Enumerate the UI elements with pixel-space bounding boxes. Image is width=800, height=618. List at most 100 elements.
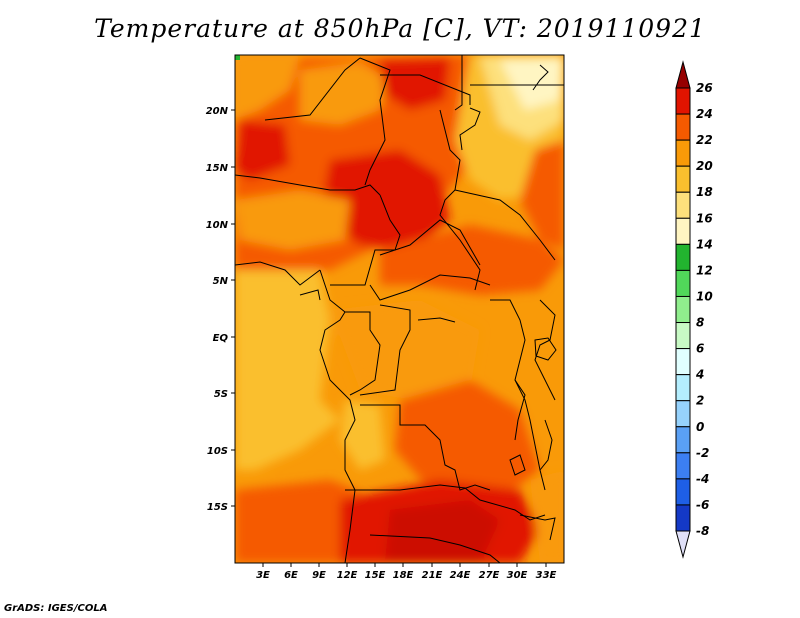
border-uganda-kenya [534, 299, 556, 401]
colorbar-segment [675, 87, 691, 115]
temperature-field [235, 55, 564, 563]
field-zambia-core [385, 500, 500, 563]
field-angola-coast [340, 400, 385, 470]
field-libya-core [380, 58, 450, 110]
lake-mweru [509, 454, 526, 476]
border-libya-south [380, 74, 471, 105]
lat-label: 10N [206, 220, 229, 231]
lon-label: 30E [507, 570, 528, 581]
border-congo-drc [359, 304, 411, 396]
coast-islands [299, 289, 321, 301]
country-borders [235, 55, 564, 563]
field-ssudan [380, 225, 564, 295]
border-chad-sudan [439, 109, 481, 291]
lake-victoria [534, 337, 557, 361]
border-drc-angola [360, 404, 491, 491]
lat-labels: 20N 15N 10N 5N EQ 5S 10S 15S [206, 106, 229, 513]
colorbar-segment [675, 452, 691, 480]
field-atlantic [235, 270, 340, 470]
border-algeria-mali [264, 57, 361, 121]
colorbar-top-arrow [675, 60, 691, 89]
border-sudan-chad-north [459, 107, 481, 151]
colorbar-segment [675, 426, 691, 454]
colorbar-segment [675, 374, 691, 402]
lat-label: 5S [214, 389, 228, 400]
colorbar-label: 22 [696, 133, 713, 147]
colorbar-label: 24 [696, 107, 713, 121]
border-angola-namibia [345, 484, 546, 521]
lon-label: 15E [365, 570, 386, 581]
lon-labels: 3E 6E 9E 12E 15E 18E 21E 24E 27E 30E 33E [256, 570, 556, 581]
grads-credit: GrADS: IGES/COLA [4, 603, 108, 614]
field-green-spot [235, 55, 240, 60]
colorbar-label: 0 [696, 420, 704, 434]
colorbar-label: 8 [696, 316, 704, 330]
colorbar-label: 16 [696, 211, 713, 225]
colorbar-segment [675, 217, 691, 245]
colorbar-label: 10 [696, 289, 713, 303]
lon-label: 3E [256, 570, 270, 581]
lake-malawi [539, 419, 553, 471]
field-nw-cool [235, 55, 300, 120]
colorbar-label: -2 [696, 446, 709, 460]
colorbar-segment [675, 400, 691, 428]
colorbar-label: 20 [696, 159, 713, 173]
lake-tanganyika [514, 379, 526, 441]
field-chad-core [320, 150, 450, 250]
border-sahel [235, 174, 381, 196]
coast-guinea [235, 261, 321, 286]
colorbar-bottom-arrow [675, 530, 691, 559]
field-east-warm [520, 140, 564, 250]
colorbar-label: 12 [696, 263, 713, 277]
lon-label: 21E [422, 570, 443, 581]
field-west-core [235, 120, 290, 180]
colorbar-label: 14 [696, 237, 713, 251]
lat-label: 5N [213, 276, 229, 287]
lon-label: 12E [337, 570, 358, 581]
border-namibia-south [369, 534, 501, 563]
lon-label: 18E [393, 570, 414, 581]
lon-label: 33E [536, 570, 557, 581]
lon-label: 27E [479, 570, 500, 581]
field-ne-palest [500, 58, 564, 110]
colorbar-label: 2 [696, 394, 704, 408]
colorbar-segment [675, 322, 691, 350]
colorbar-segment [675, 191, 691, 219]
colorbar-label: 4 [695, 368, 704, 382]
colorbar-segment [675, 504, 691, 532]
nile-delta [532, 64, 549, 91]
colorbar-label: 6 [696, 342, 704, 356]
lat-label: 20N [206, 106, 229, 117]
lat-label: 15S [207, 502, 228, 513]
map-frame [234, 54, 565, 564]
border-egypt-west [454, 55, 463, 111]
colorbar-label: -8 [696, 524, 709, 538]
axis-ticks [231, 109, 547, 567]
colorbar-label: -4 [696, 472, 709, 486]
lat-label: 10S [207, 446, 228, 457]
map-title: Temperature at 850hPa [C], VT: 201911092… [94, 14, 706, 43]
border-sudan-ssudan [454, 189, 556, 261]
river-congo [417, 317, 456, 323]
lat-label: 15N [206, 163, 229, 174]
colorbar-segment [675, 478, 691, 506]
colorbar-segment [675, 295, 691, 324]
colorbar-segment [675, 348, 691, 376]
border-zimbabwe [519, 514, 556, 541]
colorbar-label: -6 [696, 498, 709, 512]
field-katanga [395, 380, 540, 500]
border-car-chad [379, 219, 481, 266]
colorbar-segment [675, 113, 691, 141]
colorbar-segment [675, 269, 691, 297]
field-sahara-cool [300, 62, 390, 125]
lon-label: 6E [284, 570, 298, 581]
lon-label: 24E [450, 570, 471, 581]
field-congo [330, 300, 480, 400]
coast-west [319, 269, 356, 563]
lon-label: 9E [312, 570, 326, 581]
border-car-south [369, 274, 491, 301]
border-niger-libya [359, 57, 391, 186]
colorbar-segment [675, 165, 691, 193]
